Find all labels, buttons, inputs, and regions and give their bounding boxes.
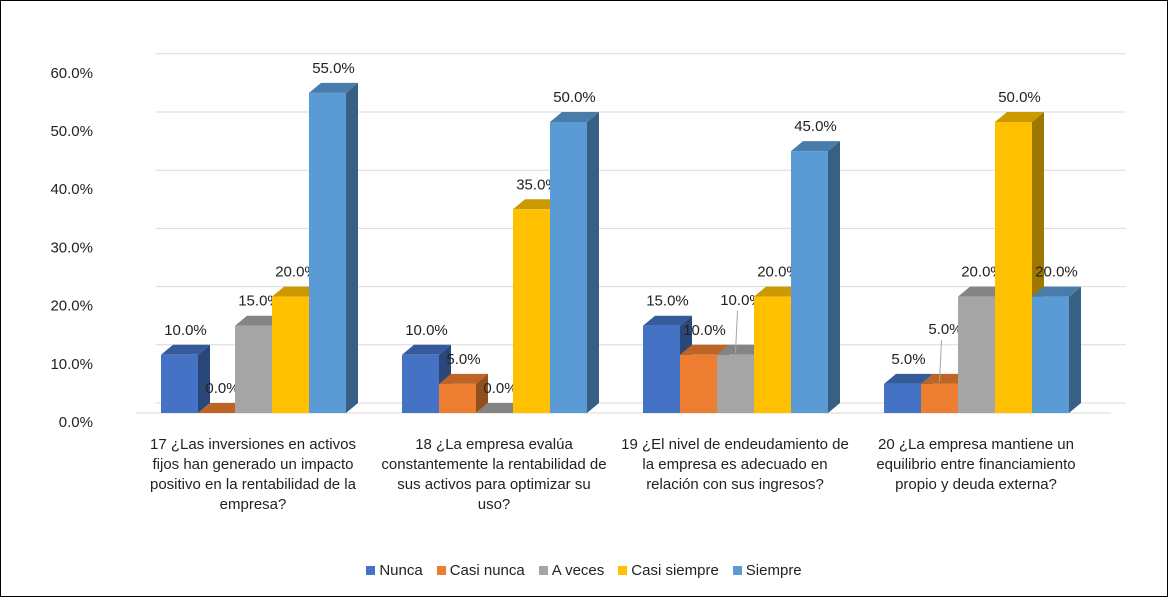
legend-swatch	[618, 566, 628, 575]
y-tick-label: 60.0%	[50, 65, 93, 82]
bar	[754, 296, 791, 413]
bar-top	[995, 112, 1044, 122]
bar	[1032, 296, 1069, 413]
x-tick-label: 20 ¿La empresa mantiene un equilibrio en…	[876, 436, 1076, 493]
bar-side	[1069, 286, 1081, 413]
data-label: 0.0%	[483, 380, 517, 397]
legend-label: Casi nunca	[449, 562, 525, 579]
data-label: 10.0%	[405, 322, 448, 339]
bar	[958, 296, 995, 413]
data-label: 50.0%	[553, 89, 596, 106]
bar-top	[309, 82, 358, 93]
legend-label: A veces	[551, 562, 605, 579]
bar-side	[587, 112, 599, 413]
data-label: 20.0%	[1035, 264, 1078, 281]
y-tick-label: 0.0%	[59, 414, 93, 431]
data-label: 0.0%	[205, 380, 239, 397]
bar-top	[198, 403, 247, 413]
bar	[680, 354, 717, 413]
bar	[161, 354, 198, 413]
legend-swatch	[538, 566, 548, 575]
bar	[235, 325, 272, 413]
legend-item: A veces	[538, 562, 605, 579]
data-label: 5.0%	[891, 351, 925, 368]
legend-item: Casi nunca	[436, 562, 525, 579]
bar-top	[921, 373, 970, 384]
data-label: 35.0%	[516, 176, 559, 193]
data-label: 50.0%	[998, 89, 1041, 106]
bar-top	[550, 112, 599, 122]
legend-label: Casi siempre	[631, 562, 719, 579]
bar-top	[476, 403, 525, 413]
leader-line	[939, 339, 942, 382]
bar-side	[476, 373, 488, 413]
bar	[921, 383, 958, 413]
data-label: 55.0%	[312, 60, 355, 77]
legend-label: Siempre	[745, 562, 802, 579]
bar	[995, 122, 1032, 413]
bar-top	[402, 344, 451, 355]
bar-top	[680, 344, 729, 355]
y-tick-label: 20.0%	[50, 298, 93, 315]
bar-top	[717, 344, 766, 355]
bar-top	[791, 141, 840, 152]
x-tick-label: 17 ¿Las inversiones en activos fijos han…	[150, 436, 356, 513]
data-label: 10.0%	[164, 322, 207, 339]
data-label: 5.0%	[446, 351, 480, 368]
legend: Nunca Casi nunca A veces Casi siempre Siempr…	[1, 562, 1167, 579]
bar-top	[272, 286, 321, 297]
bar	[439, 383, 476, 413]
bar-top	[161, 344, 210, 355]
data-label: 15.0%	[646, 293, 689, 310]
data-label: 20.0%	[275, 264, 318, 281]
legend-swatch	[436, 566, 446, 575]
data-label: 15.0%	[238, 293, 281, 310]
x-tick-label: 19 ¿El nivel de endeudamiento de la empr…	[621, 436, 849, 493]
bar	[717, 354, 754, 413]
data-label: 20.0%	[757, 264, 800, 281]
legend-item: Siempre	[732, 562, 802, 579]
bar-top	[235, 315, 284, 326]
data-label: 45.0%	[794, 118, 837, 135]
bar-top	[643, 315, 692, 326]
bar-top	[1032, 286, 1081, 297]
bar	[550, 122, 587, 413]
data-label: 10.0%	[683, 322, 726, 339]
y-tick-label: 10.0%	[50, 356, 93, 373]
bar	[791, 151, 828, 413]
bar	[513, 209, 550, 413]
bar-top	[439, 373, 488, 384]
bar-top	[513, 199, 562, 210]
bar-side	[346, 82, 358, 414]
bar	[884, 383, 921, 413]
y-tick-label: 40.0%	[50, 181, 93, 198]
x-tick-label: 18 ¿La empresa evalúa constantemente la …	[381, 436, 607, 513]
bar-side	[828, 141, 840, 413]
y-tick-label: 30.0%	[50, 239, 93, 256]
legend-label: Nunca	[379, 562, 423, 579]
bar	[309, 92, 346, 414]
data-label: 5.0%	[928, 321, 962, 338]
bar	[402, 354, 439, 413]
data-label: 10.0%	[720, 292, 763, 309]
bar	[272, 296, 309, 413]
y-tick-label: 50.0%	[50, 123, 93, 140]
legend-item: Casi siempre	[618, 562, 719, 579]
legend-swatch	[732, 566, 742, 575]
legend-item: Nunca	[366, 562, 423, 579]
leader-line	[735, 310, 738, 353]
bar	[643, 325, 680, 413]
bar-top	[754, 286, 803, 297]
bar-top	[958, 286, 1007, 297]
legend-swatch	[366, 566, 376, 575]
bar-side	[198, 344, 210, 413]
data-label: 20.0%	[961, 264, 1004, 281]
bar-top	[884, 373, 933, 384]
